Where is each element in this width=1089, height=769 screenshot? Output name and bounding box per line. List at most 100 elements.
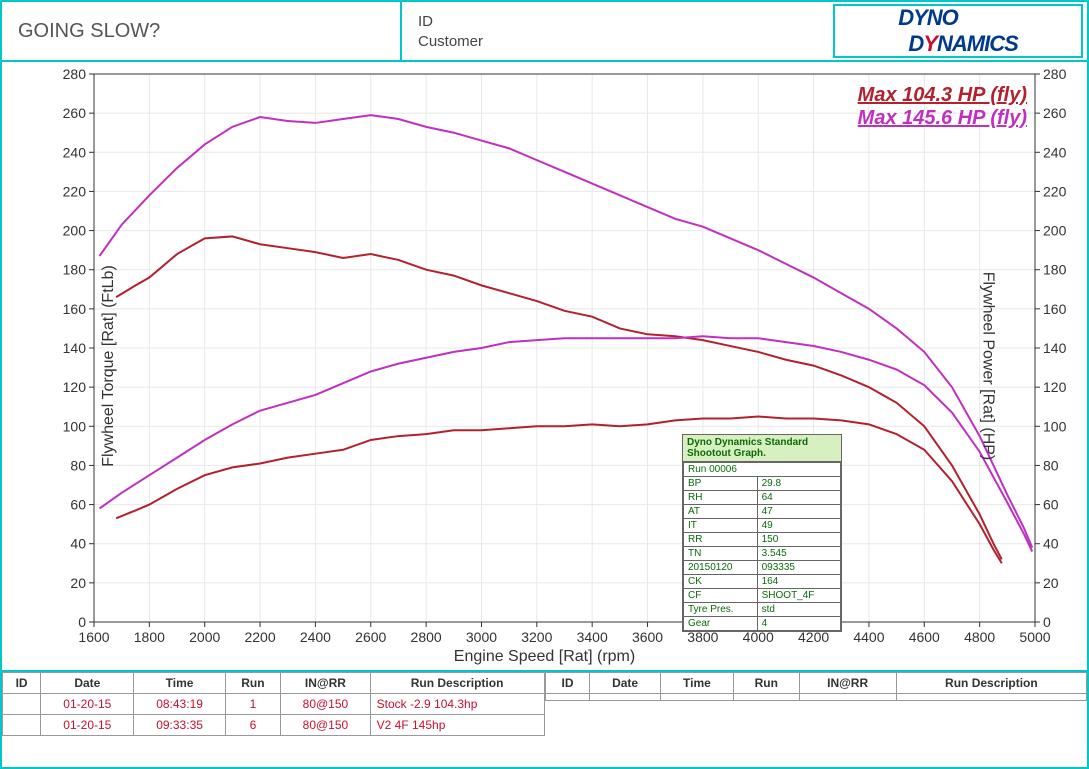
runs-cell: 08:43:19: [134, 694, 225, 715]
svg-text:4400: 4400: [853, 629, 884, 645]
runs-cell: [545, 694, 590, 701]
runs-cell: [896, 694, 1086, 701]
chart-area: 0020204040606080801001001201201401401601…: [2, 62, 1087, 672]
svg-text:240: 240: [1043, 144, 1067, 160]
runs-header: IN@RR: [799, 673, 896, 694]
runs-header: ID: [3, 673, 41, 694]
runs-table-right: IDDateTimeRunIN@RRRun Description: [545, 672, 1088, 736]
runs-cell: [3, 694, 41, 715]
svg-text:2600: 2600: [355, 629, 386, 645]
shootout-info-box: Dyno Dynamics Standard Shootout Graph.Ru…: [682, 434, 842, 632]
svg-text:160: 160: [1043, 301, 1067, 317]
runs-table: IDDateTimeRunIN@RRRun Description: [545, 672, 1088, 701]
info-cell: RR: [684, 533, 758, 547]
dyno-window: GOING SLOW? ID Customer DYNO DYNAMICS 0 0…: [0, 0, 1089, 769]
max-hp-label: Max 145.6 HP (fly): [858, 107, 1027, 130]
runs-header: Date: [590, 673, 660, 694]
runs-cell: [3, 715, 41, 736]
svg-text:2800: 2800: [411, 629, 442, 645]
info-cell: RH: [684, 491, 758, 505]
svg-text:5000: 5000: [1019, 629, 1050, 645]
svg-text:2400: 2400: [300, 629, 331, 645]
info-box-title: Dyno Dynamics Standard Shootout Graph.: [683, 435, 841, 462]
runs-table: IDDateTimeRunIN@RRRun Description01-20-1…: [2, 672, 545, 736]
info-cell: 4: [757, 617, 840, 631]
runs-header: Run Description: [370, 673, 544, 694]
runs-cell: 80@150: [281, 715, 370, 736]
logo-line1: DYNO: [898, 5, 958, 30]
svg-text:3400: 3400: [577, 629, 608, 645]
runs-table-left: IDDateTimeRunIN@RRRun Description01-20-1…: [2, 672, 545, 736]
svg-text:260: 260: [63, 105, 87, 121]
runs-cell: 1: [225, 694, 281, 715]
runs-header: Date: [41, 673, 134, 694]
info-cell: std: [757, 603, 840, 617]
runs-cell: Stock -2.9 104.3hp: [370, 694, 544, 715]
logo-text: DYNO DYNAMICS: [898, 5, 1018, 57]
svg-text:3200: 3200: [521, 629, 552, 645]
svg-text:180: 180: [1043, 262, 1067, 278]
svg-text:2000: 2000: [189, 629, 220, 645]
svg-text:280: 280: [1043, 66, 1067, 82]
table-row: [545, 694, 1087, 701]
svg-text:100: 100: [63, 418, 87, 434]
info-cell: CK: [684, 575, 758, 589]
info-cell: Tyre Pres.: [684, 603, 758, 617]
info-cell: SHOOT_4F: [757, 589, 840, 603]
info-cell: AT: [684, 505, 758, 519]
info-cell: 29.8: [757, 477, 840, 491]
dyno-chart: 0020204040606080801001001201201401401601…: [2, 62, 1087, 672]
runs-cell: [799, 694, 896, 701]
table-row: 01-20-1509:33:35680@150V2 4F 145hp: [3, 715, 545, 736]
svg-text:1800: 1800: [134, 629, 165, 645]
svg-text:180: 180: [63, 262, 87, 278]
runs-cell: V2 4F 145hp: [370, 715, 544, 736]
table-row: 01-20-1508:43:19180@150Stock -2.9 104.3h…: [3, 694, 545, 715]
svg-text:20: 20: [70, 575, 86, 591]
svg-text:260: 260: [1043, 105, 1067, 121]
info-cell: 3.545: [757, 547, 840, 561]
svg-text:240: 240: [63, 144, 87, 160]
runs-cell: 01-20-15: [41, 694, 134, 715]
svg-text:4600: 4600: [909, 629, 940, 645]
info-cell: Gear: [684, 617, 758, 631]
runs-cell: 80@150: [281, 694, 370, 715]
info-cell: 47: [757, 505, 840, 519]
runs-cell: [660, 694, 733, 701]
max-hp-label: Max 104.3 HP (fly): [858, 84, 1027, 107]
info-cell: CF: [684, 589, 758, 603]
info-box-table: Run 00006BP29.8RH64AT47IT49RR150TN3.5452…: [683, 462, 841, 631]
svg-text:160: 160: [63, 301, 87, 317]
svg-text:3600: 3600: [632, 629, 663, 645]
svg-text:140: 140: [1043, 340, 1067, 356]
runs-cell: [590, 694, 660, 701]
runs-header: IN@RR: [281, 673, 370, 694]
svg-text:220: 220: [63, 183, 87, 199]
svg-text:0: 0: [1043, 614, 1051, 630]
info-cell: 164: [757, 575, 840, 589]
runs-header: Run Description: [896, 673, 1086, 694]
svg-text:40: 40: [1043, 536, 1059, 552]
runs-header: Run: [734, 673, 799, 694]
svg-text:200: 200: [1043, 223, 1067, 239]
header-question: GOING SLOW?: [2, 2, 402, 60]
svg-text:60: 60: [1043, 497, 1059, 513]
info-cell: 49: [757, 519, 840, 533]
info-cell: Run 00006: [684, 463, 841, 477]
svg-text:280: 280: [63, 66, 87, 82]
runs-table-section: IDDateTimeRunIN@RRRun Description01-20-1…: [2, 672, 1087, 736]
svg-text:1600: 1600: [78, 629, 109, 645]
logo: DYNO DYNAMICS: [833, 4, 1083, 58]
runs-header: Run: [225, 673, 281, 694]
svg-text:4800: 4800: [964, 629, 995, 645]
svg-text:0: 0: [78, 614, 86, 630]
svg-text:80: 80: [70, 457, 86, 473]
runs-cell: 09:33:35: [134, 715, 225, 736]
info-cell: TN: [684, 547, 758, 561]
svg-text:40: 40: [70, 536, 86, 552]
header: GOING SLOW? ID Customer DYNO DYNAMICS: [2, 2, 1087, 62]
svg-text:120: 120: [1043, 379, 1067, 395]
runs-cell: 01-20-15: [41, 715, 134, 736]
svg-text:100: 100: [1043, 418, 1067, 434]
max-hp-labels: Max 104.3 HP (fly)Max 145.6 HP (fly): [858, 84, 1027, 130]
